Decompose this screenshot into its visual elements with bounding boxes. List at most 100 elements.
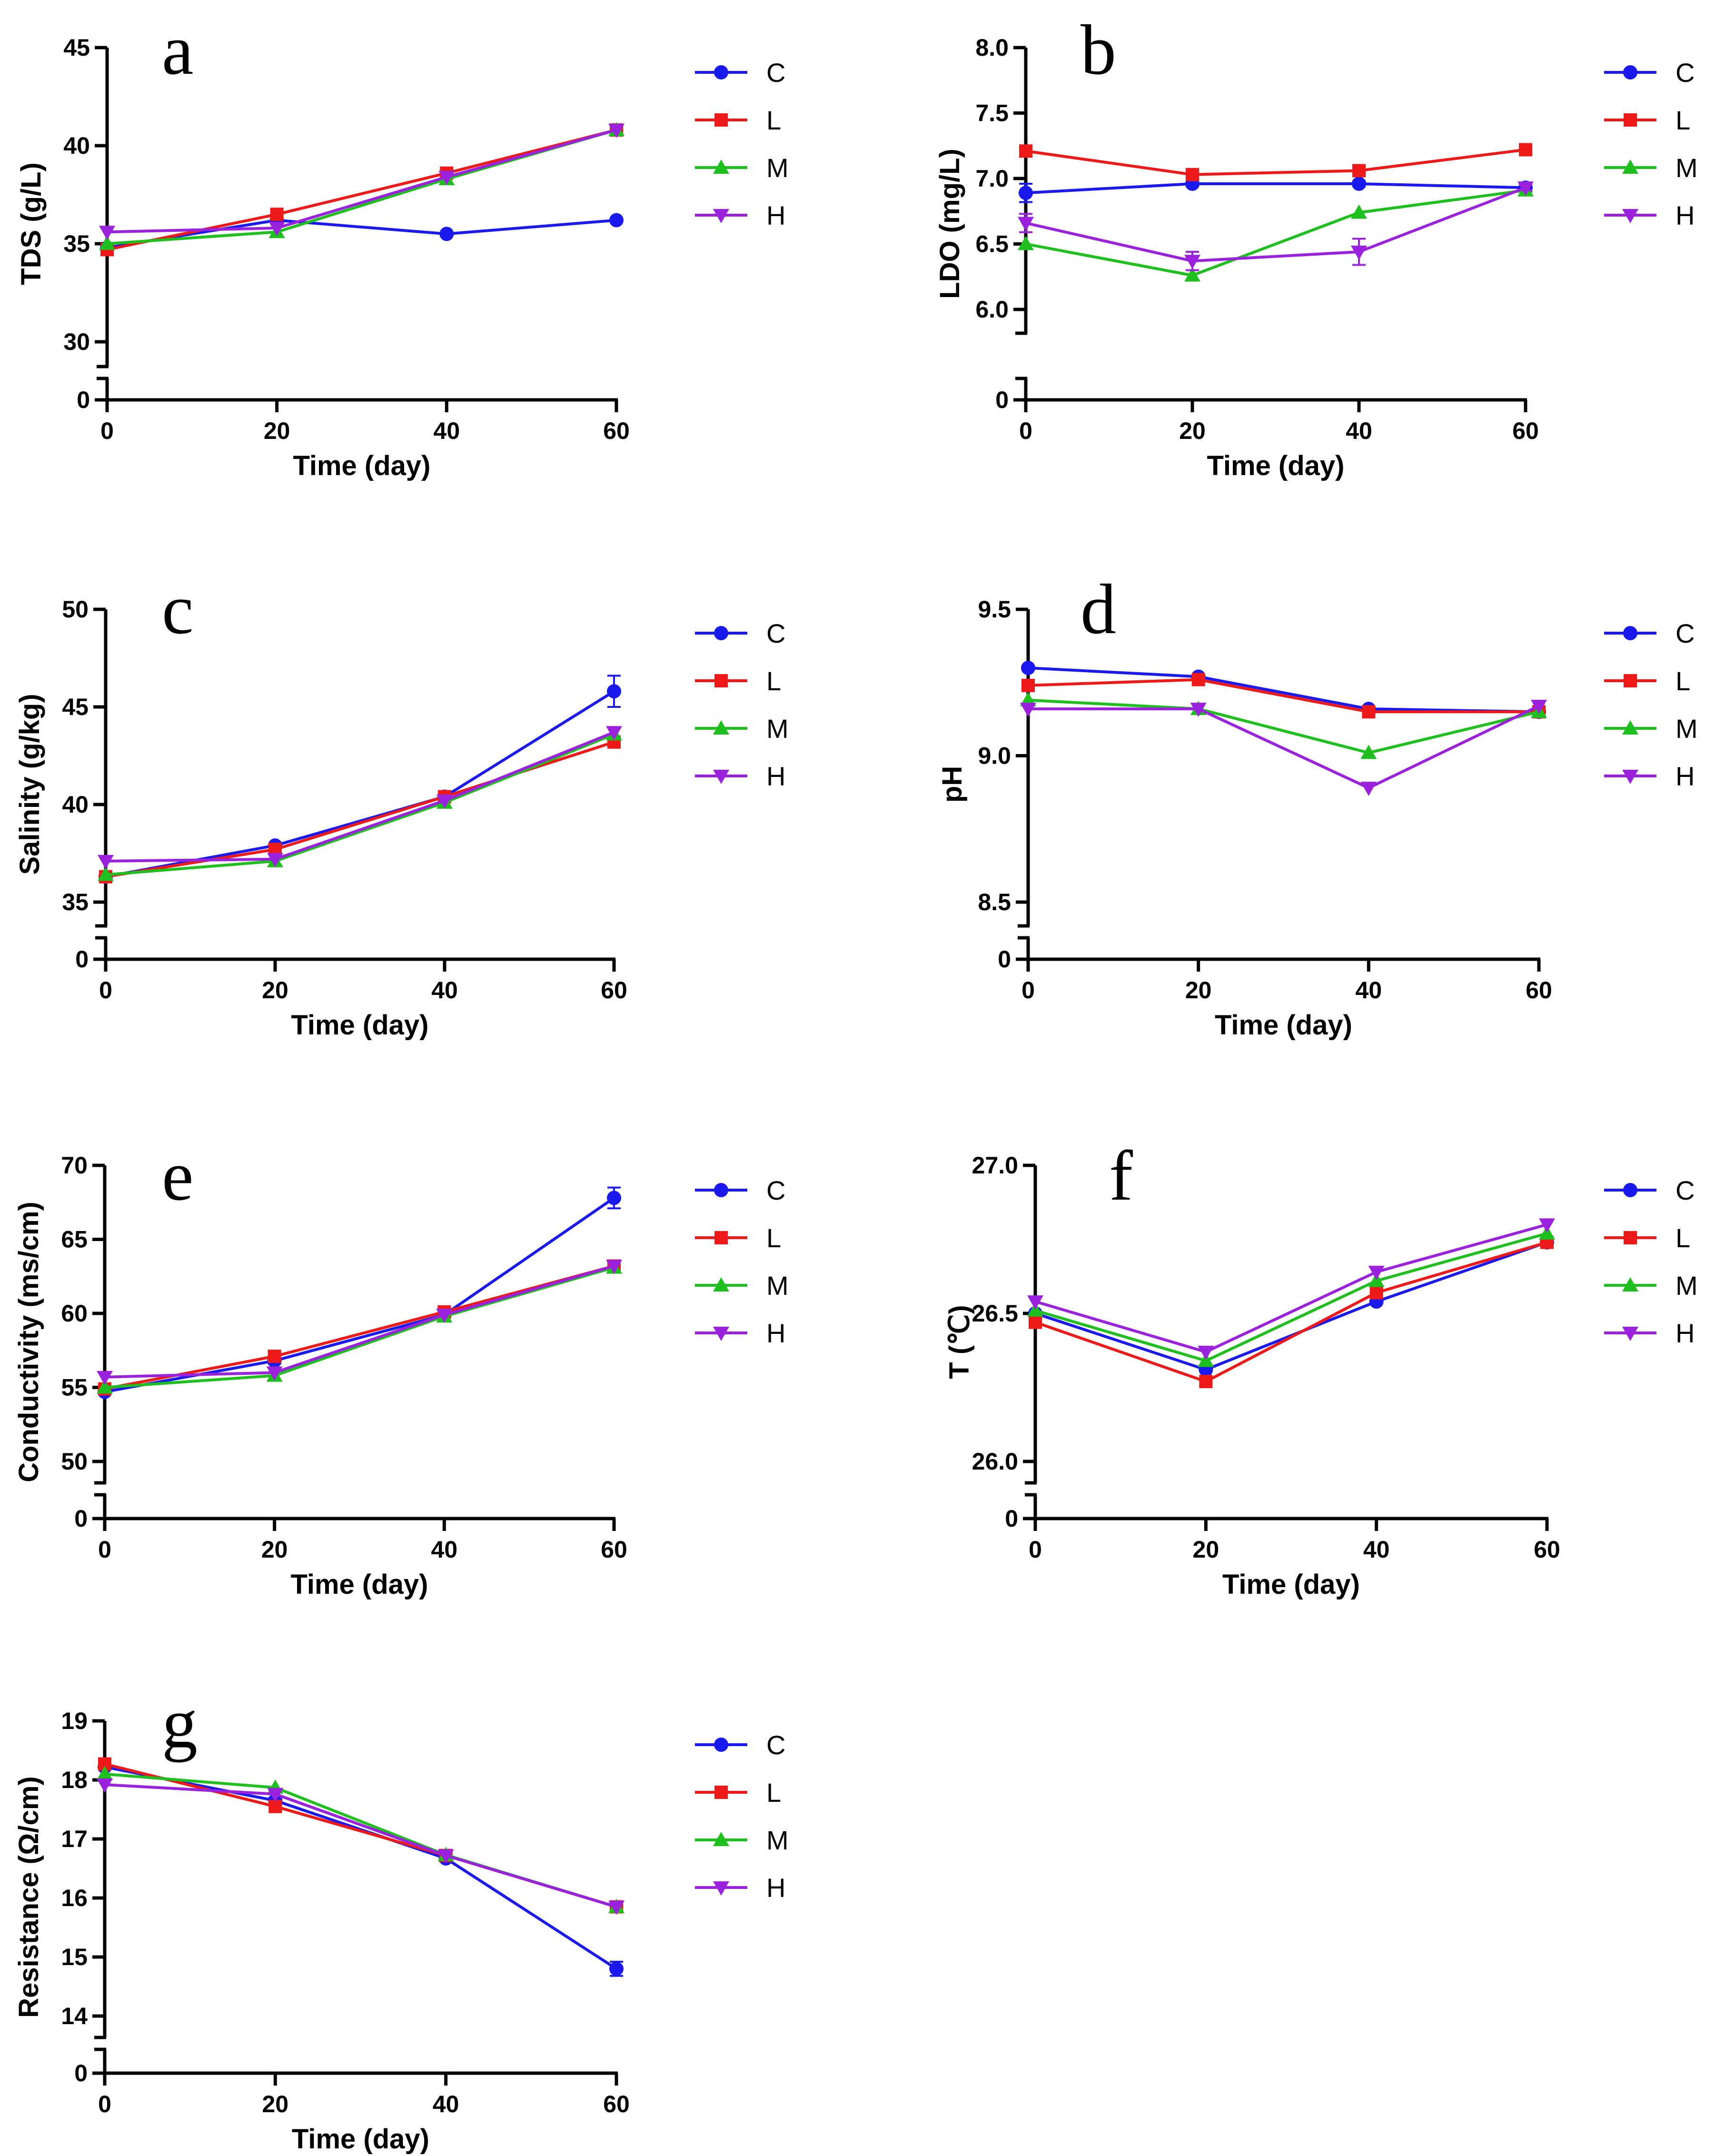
- y-tick-label: 27.0: [972, 1152, 1018, 1179]
- series-H: [97, 1260, 622, 1385]
- series-line: [1025, 182, 1526, 195]
- legend-label: L: [766, 105, 781, 135]
- chart-panel-g: 14 15 16 17 18 19 00 20 40 60 Time (day) Resistance…: [13, 1684, 789, 2155]
- y-tick-label: 7.0: [975, 165, 1009, 192]
- x-tick-label: 20: [1193, 1536, 1219, 1563]
- legend-item-L: L: [1604, 666, 1690, 696]
- x-tick-label: 40: [1356, 977, 1382, 1003]
- series-L: [1019, 143, 1532, 181]
- legend-label: L: [1675, 1223, 1690, 1253]
- legend-marker: [713, 159, 729, 174]
- legend-item-H: H: [1604, 200, 1695, 230]
- data-point: [436, 1309, 453, 1323]
- legend-item-C: C: [695, 1730, 785, 1760]
- series-L: [1021, 673, 1546, 719]
- legend-item-H: H: [1604, 761, 1695, 791]
- series-line: [104, 1196, 615, 1393]
- data-point: [1352, 177, 1366, 191]
- legend-item-L: L: [695, 1223, 781, 1253]
- legend-label: C: [1675, 618, 1695, 648]
- legend-marker: [1624, 113, 1637, 127]
- data-point: [1360, 782, 1377, 796]
- legend-label: C: [1675, 1175, 1695, 1205]
- legend-item-H: H: [695, 200, 785, 230]
- data-point: [97, 1778, 113, 1793]
- series-line: [104, 1264, 615, 1391]
- x-tick-label: 60: [603, 417, 630, 444]
- data-point: [439, 227, 454, 241]
- y-tick-label: 17: [61, 1826, 88, 1852]
- y-tick-label: 14: [61, 2003, 88, 2029]
- data-point: [437, 1849, 454, 1864]
- data-point: [1018, 236, 1034, 250]
- legend-label: L: [766, 1223, 781, 1253]
- data-point: [1360, 745, 1377, 759]
- y-tick-label: 40: [62, 791, 89, 818]
- data-point: [1190, 703, 1207, 717]
- data-point: [1517, 181, 1534, 196]
- legend-marker: [713, 1881, 729, 1896]
- legend-item-M: M: [1604, 153, 1698, 183]
- data-point: [267, 1788, 284, 1802]
- series-H: [1018, 181, 1534, 271]
- x-axis-title: Time (day): [293, 450, 430, 481]
- series-line: [104, 1783, 617, 1908]
- series-line: [1035, 1223, 1547, 1353]
- data-point: [1186, 168, 1199, 181]
- y-tick-label: 26.0: [972, 1448, 1018, 1475]
- y-tick-label: 9.0: [978, 743, 1011, 769]
- x-tick-label: 20: [1179, 417, 1206, 444]
- legend-item-H: H: [1604, 1318, 1695, 1348]
- data-point: [1021, 661, 1035, 675]
- legend-label: L: [1675, 666, 1690, 696]
- x-tick-label: 40: [433, 2091, 459, 2117]
- y-tick-label-zero: 0: [77, 387, 90, 413]
- legend-item-M: M: [695, 1271, 789, 1301]
- legend-label: H: [766, 761, 785, 791]
- x-tick-label: 40: [434, 417, 460, 444]
- y-tick-label-zero: 0: [75, 946, 89, 973]
- legend-label: H: [766, 1318, 785, 1348]
- legend-item-L: L: [695, 666, 781, 696]
- panel-letter: d: [1081, 570, 1116, 649]
- legend-item-C: C: [695, 618, 785, 648]
- data-point: [1027, 1295, 1043, 1310]
- legend-marker: [713, 720, 729, 735]
- y-tick-label-zero: 0: [74, 1505, 88, 1532]
- legend-marker: [714, 1786, 728, 1799]
- legend-marker: [714, 113, 728, 127]
- legend-item-L: L: [695, 1778, 781, 1808]
- legend-item-C: C: [695, 58, 785, 88]
- x-tick-label: 0: [100, 417, 114, 444]
- y-axis-title: Conductivity (ms/cm): [13, 1202, 44, 1482]
- series-H: [98, 726, 622, 869]
- legend-label: M: [766, 1271, 789, 1301]
- data-point: [1198, 1345, 1214, 1360]
- x-tick-label: 40: [431, 977, 458, 1003]
- data-point: [1351, 246, 1367, 260]
- series-line: [105, 733, 615, 876]
- legend-marker: [713, 209, 729, 223]
- legend-label: M: [1675, 153, 1698, 183]
- legend-marker: [714, 1738, 728, 1752]
- series-line: [104, 1762, 617, 1908]
- legend-label: M: [766, 1825, 789, 1855]
- chart-panel-c: 35 40 45 50 00 20 40 60 Time (day) Salinity (g/kg…: [14, 570, 789, 1041]
- legend-label: M: [1675, 1271, 1698, 1301]
- y-tick-label: 19: [61, 1708, 88, 1734]
- series-line: [105, 731, 615, 863]
- series-M: [97, 1259, 622, 1394]
- x-tick-label: 0: [1019, 417, 1032, 444]
- legend-item-L: L: [1604, 1223, 1690, 1253]
- legend-marker: [713, 770, 729, 784]
- panel-letter: f: [1109, 1136, 1133, 1215]
- data-point: [609, 213, 624, 228]
- legend-label: M: [766, 153, 789, 183]
- y-tick-label: 6.5: [975, 231, 1009, 258]
- data-point: [1191, 673, 1205, 686]
- y-tick-label: 9.5: [978, 596, 1011, 623]
- series-H: [99, 124, 625, 240]
